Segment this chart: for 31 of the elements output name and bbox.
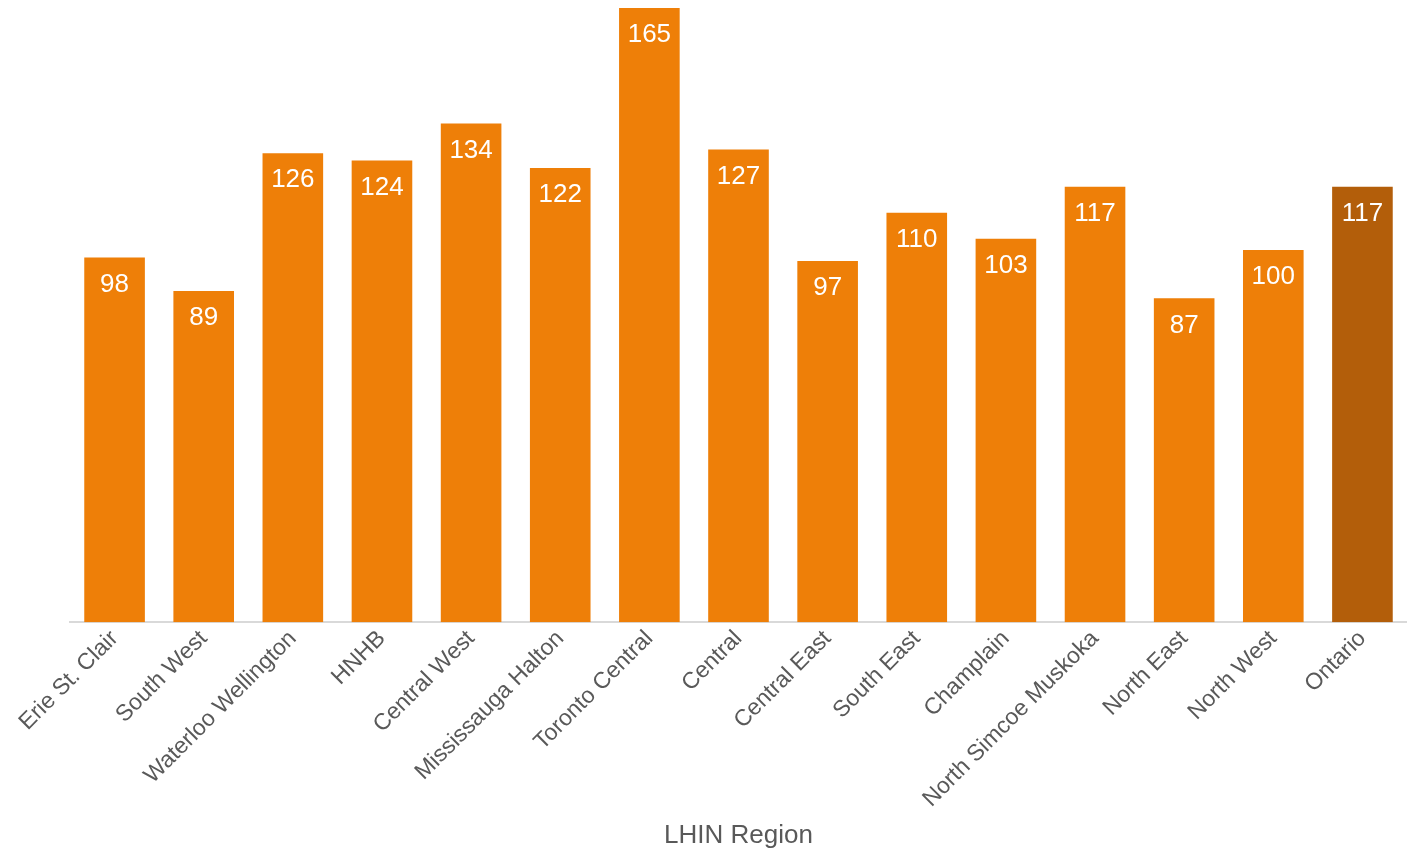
data-label: 98 — [100, 267, 130, 298]
data-label: 165 — [627, 18, 672, 49]
bar — [1064, 186, 1126, 623]
bar — [529, 168, 591, 623]
bar — [173, 290, 235, 623]
data-label: 110 — [896, 222, 938, 253]
bar — [84, 257, 145, 623]
data-label: 117 — [1074, 196, 1116, 227]
bar — [975, 238, 1037, 623]
data-label: 103 — [984, 248, 1028, 279]
data-label: 100 — [1251, 260, 1295, 291]
data-label: 127 — [716, 159, 761, 190]
bar — [262, 153, 324, 623]
bar — [440, 123, 502, 623]
bar — [1242, 249, 1304, 623]
bar — [797, 261, 858, 623]
data-label: 89 — [189, 301, 219, 332]
data-label: 117 — [1341, 196, 1384, 227]
data-label: 134 — [449, 133, 493, 164]
data-label: 124 — [360, 170, 404, 201]
bar — [886, 212, 948, 623]
data-label: 97 — [813, 271, 843, 302]
bar — [619, 8, 680, 623]
bar — [1153, 298, 1215, 623]
x-axis-title: LHIN Region — [664, 818, 813, 849]
data-label: 122 — [538, 178, 582, 209]
bar — [351, 160, 413, 623]
bar — [708, 149, 769, 623]
data-label: 126 — [271, 163, 315, 194]
bar — [1332, 186, 1393, 623]
data-label: 87 — [1169, 308, 1199, 339]
